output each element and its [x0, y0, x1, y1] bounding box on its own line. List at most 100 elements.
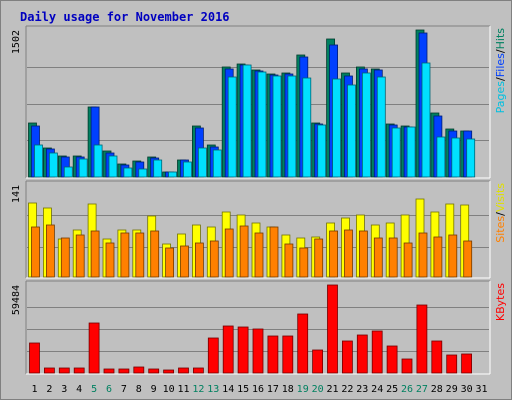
bar-sites [135, 232, 145, 278]
x-tick-label: 30 [461, 384, 473, 395]
bar-kbytes [327, 284, 338, 374]
bar-sites [433, 236, 443, 278]
bar-pages [153, 159, 163, 178]
x-tick-label: 15 [237, 384, 249, 395]
x-tick-label: 16 [252, 384, 264, 395]
bar-sites [284, 243, 294, 278]
bar-sites [165, 247, 175, 278]
axis-label-part: Hits [494, 28, 507, 50]
bar-kbytes [282, 335, 294, 374]
x-tick-label: 18 [282, 384, 294, 395]
bar-kbytes [267, 335, 279, 374]
bar-sites [358, 230, 368, 278]
bar-kbytes [29, 342, 40, 374]
axis-label-separator: / [494, 212, 507, 216]
axis-label-part: Sites [494, 216, 507, 243]
bar-kbytes [222, 325, 234, 374]
series-axis-label: Pages/Files/Hits [494, 28, 507, 114]
bar-kbytes [416, 304, 428, 374]
x-tick-label: 10 [163, 384, 175, 395]
bar-kbytes [178, 367, 189, 374]
x-tick-label: 13 [207, 384, 219, 395]
x-tick-label: 6 [106, 384, 112, 395]
bar-sites [254, 232, 264, 278]
y-max-label: 59484 [11, 285, 22, 315]
series-pages [34, 62, 476, 178]
axis-label-part: Files [494, 53, 507, 77]
x-tick-label: 25 [386, 384, 398, 395]
bar-pages [168, 171, 178, 178]
bar-sites [75, 234, 85, 278]
x-tick-label: 1 [31, 384, 37, 395]
x-tick-label: 14 [222, 384, 234, 395]
bar-sites [403, 242, 413, 278]
bar-sites [239, 225, 249, 278]
bar-sites [194, 242, 204, 278]
axis-label-part: KBytes [494, 283, 507, 321]
bar-pages [466, 138, 476, 178]
x-tick-label: 29 [446, 384, 458, 395]
bar-pages [376, 76, 386, 178]
bar-sites [60, 237, 70, 278]
bar-sites [180, 245, 189, 278]
bar-pages [302, 77, 312, 178]
bar-pages [197, 147, 207, 178]
bar-kbytes [401, 358, 413, 374]
x-tick-label: 27 [416, 384, 428, 395]
series-axis-label: Sites/Visits [494, 183, 507, 243]
bar-sites [373, 237, 383, 278]
axis-label-separator: / [494, 49, 507, 53]
bar-kbytes [356, 334, 368, 374]
chart-title: Daily usage for November 2016 [20, 10, 230, 24]
bar-kbytes [103, 368, 115, 374]
bar-kbytes [192, 367, 204, 374]
bar-kbytes [386, 345, 398, 374]
bar-pages [332, 78, 342, 178]
bar-kbytes [73, 367, 85, 374]
bar-kbytes [133, 366, 145, 374]
bar-pages [317, 124, 327, 178]
x-tick-label: 12 [192, 384, 204, 395]
bar-sites [299, 247, 309, 278]
bar-kbytes [461, 353, 473, 374]
bar-pages [93, 144, 103, 178]
x-tick-label: 20 [312, 384, 324, 395]
bar-kbytes [44, 367, 55, 374]
bar-pages [123, 167, 133, 178]
bar-kbytes [148, 368, 160, 374]
kbytes-panel: 59484 KBytes [11, 280, 507, 375]
bar-sites [463, 240, 473, 278]
x-tick-label: 11 [177, 384, 189, 395]
bar-sites [90, 230, 100, 278]
x-tick-label: 22 [341, 384, 353, 395]
bar-sites [46, 224, 55, 278]
x-tick-label: 7 [121, 384, 127, 395]
bar-sites [31, 226, 40, 278]
bar-pages [49, 152, 58, 178]
axis-label-part: Visits [494, 183, 507, 212]
axis-label-separator: / [494, 77, 507, 81]
bar-pages [436, 136, 446, 178]
x-tick-label: 2 [46, 384, 52, 395]
series-kbytes [29, 284, 473, 374]
bar-pages [34, 144, 43, 178]
bar-pages [212, 149, 222, 178]
x-tick-label: 9 [151, 384, 157, 395]
visits-panel: 141 Sites/Visits [11, 180, 507, 279]
x-tick-label: 26 [401, 384, 413, 395]
bar-pages [257, 71, 267, 178]
bar-pages [347, 84, 356, 178]
x-tick-label: 17 [267, 384, 279, 395]
bar-sites [105, 242, 115, 278]
x-tick-label: 3 [61, 384, 67, 395]
bar-kbytes [207, 337, 219, 374]
x-tick-label: 4 [76, 384, 82, 395]
bar-sites [448, 234, 458, 278]
bar-pages [78, 158, 88, 178]
bar-kbytes [297, 313, 309, 374]
bar-pages [108, 155, 118, 178]
bar-kbytes [163, 369, 175, 374]
series-axis-label: KBytes [494, 283, 507, 321]
bar-kbytes [252, 328, 264, 374]
bar-sites [209, 240, 219, 278]
